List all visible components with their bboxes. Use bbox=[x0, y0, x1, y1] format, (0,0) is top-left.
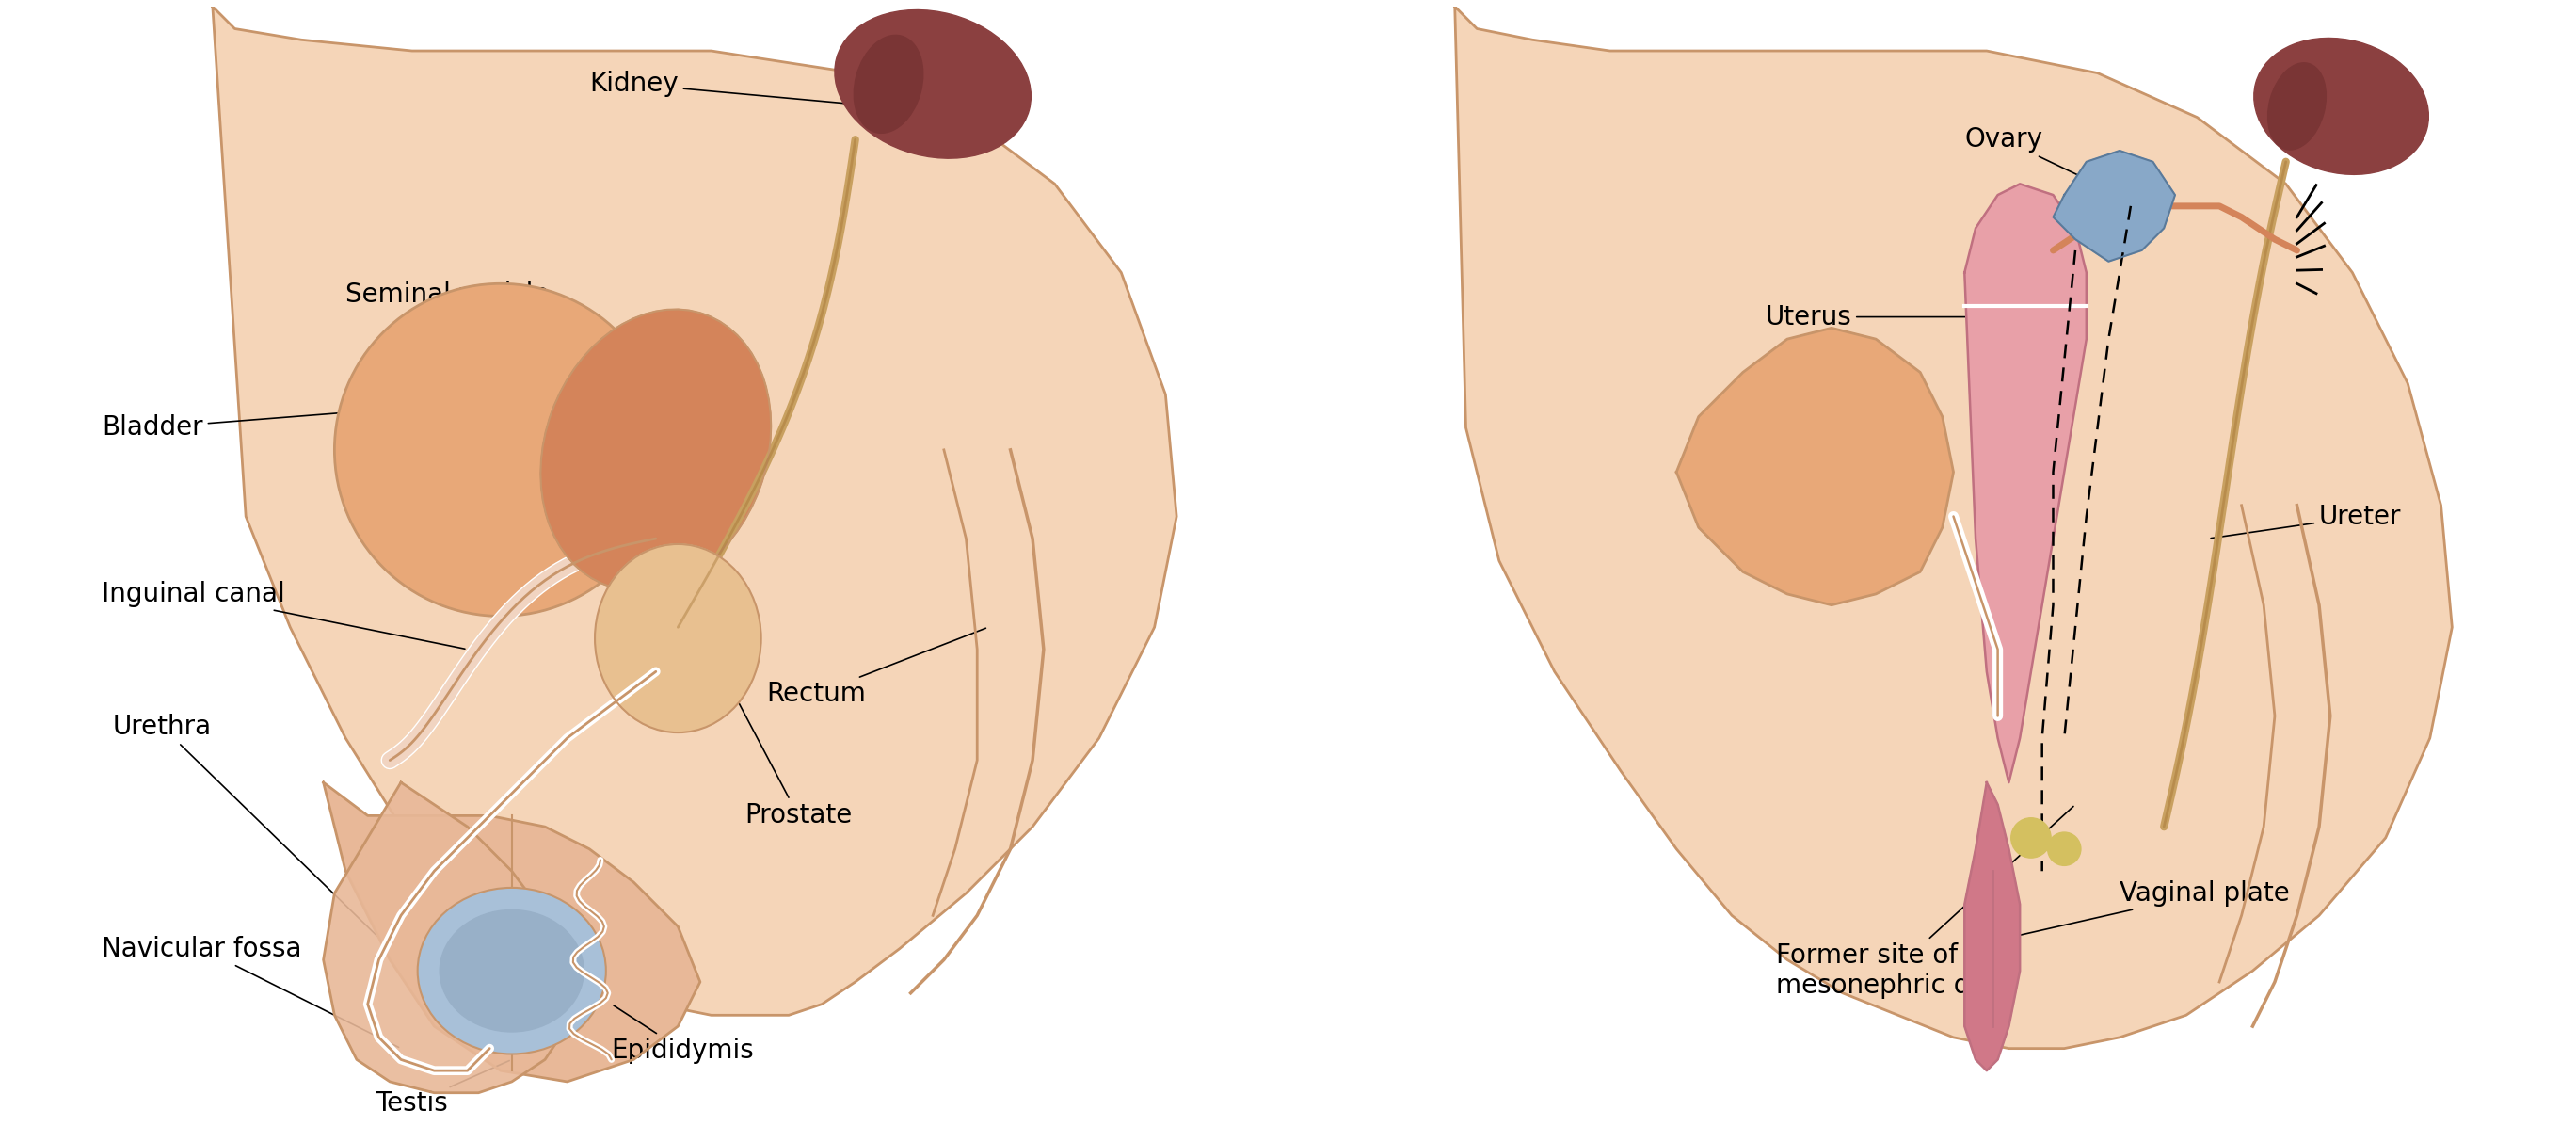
Circle shape bbox=[2048, 832, 2081, 866]
Polygon shape bbox=[2053, 151, 2174, 261]
Text: Seminal vesicle: Seminal vesicle bbox=[345, 282, 631, 360]
Ellipse shape bbox=[440, 910, 585, 1031]
Polygon shape bbox=[1965, 184, 2087, 783]
Text: Ovary: Ovary bbox=[1965, 126, 2117, 194]
Polygon shape bbox=[1677, 328, 1953, 605]
Circle shape bbox=[2012, 817, 2050, 858]
Ellipse shape bbox=[2267, 63, 2326, 150]
Ellipse shape bbox=[595, 544, 760, 733]
Ellipse shape bbox=[335, 284, 667, 616]
Ellipse shape bbox=[835, 10, 1030, 159]
Polygon shape bbox=[1455, 7, 2452, 1048]
Text: Ureter: Ureter bbox=[2210, 503, 2401, 538]
Ellipse shape bbox=[541, 310, 770, 590]
Text: Prostate: Prostate bbox=[724, 673, 853, 829]
Ellipse shape bbox=[417, 887, 605, 1054]
Text: Kidney: Kidney bbox=[590, 71, 876, 106]
Text: Rectum: Rectum bbox=[768, 628, 987, 707]
Polygon shape bbox=[214, 7, 1177, 1016]
Text: Epididymis: Epididymis bbox=[611, 1006, 755, 1064]
Text: Navicular fossa: Navicular fossa bbox=[103, 936, 399, 1047]
Text: Inguinal canal: Inguinal canal bbox=[103, 581, 464, 649]
Ellipse shape bbox=[2254, 38, 2429, 175]
Text: Uterus: Uterus bbox=[1765, 304, 1996, 330]
Polygon shape bbox=[1965, 783, 2020, 1071]
Text: Testis: Testis bbox=[376, 1061, 510, 1117]
Text: Vaginal plate: Vaginal plate bbox=[2012, 881, 2290, 937]
Polygon shape bbox=[325, 783, 701, 1082]
Polygon shape bbox=[325, 783, 567, 1093]
Text: Bladder: Bladder bbox=[103, 405, 433, 441]
Text: Urethra: Urethra bbox=[113, 714, 376, 936]
Ellipse shape bbox=[853, 35, 922, 133]
Text: Former site of
mesonephric duct: Former site of mesonephric duct bbox=[1775, 806, 2074, 999]
